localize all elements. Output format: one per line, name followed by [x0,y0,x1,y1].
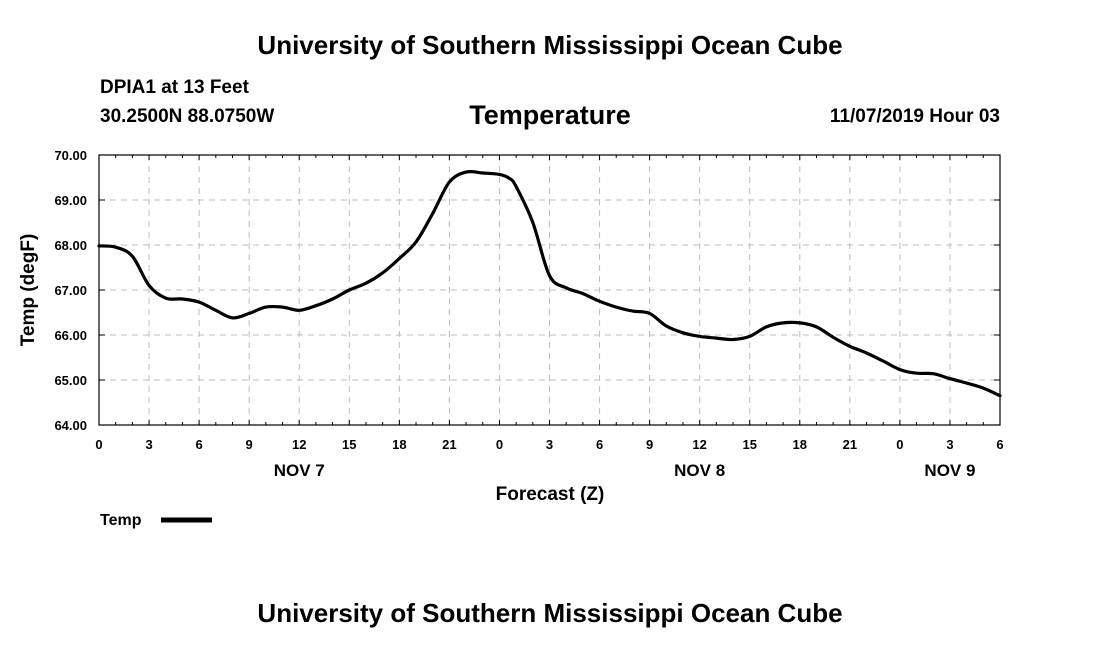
grid-lines [99,155,1000,425]
x-tick-label: 3 [546,437,553,452]
y-axis-title: Temp (degF) [18,234,39,347]
y-tick-label: 70.00 [54,148,87,163]
date-label: NOV 8 [674,461,725,480]
x-tick-label: 12 [292,437,306,452]
x-tick-label: 0 [95,437,102,452]
x-tick-label: 9 [246,437,253,452]
axis-ticks [98,154,1001,426]
x-tick-labels: 0 3 6 9 12 15 18 21 0 3 6 9 12 15 18 21 0 3 6 [95,437,1003,452]
x-tick-label: 3 [145,437,152,452]
y-tick-label: 66.00 [54,328,87,343]
x-tick-label: 6 [596,437,603,452]
y-tick-label: 64.00 [54,418,87,433]
y-tick-label: 65.00 [54,373,87,388]
date-label: NOV 9 [924,461,975,480]
date-label: NOV 7 [274,461,325,480]
x-tick-label: 6 [195,437,202,452]
footer-title: University of Southern Mississippi Ocean… [257,598,843,628]
y-tick-label: 67.00 [54,283,87,298]
x-tick-label: 3 [946,437,953,452]
x-tick-label: 15 [342,437,356,452]
x-tick-label: 21 [843,437,857,452]
x-tick-label: 18 [793,437,807,452]
x-tick-label: 12 [692,437,706,452]
date-labels: NOV 7 NOV 8 NOV 9 [274,461,976,480]
x-tick-label: 21 [442,437,456,452]
x-tick-label: 6 [996,437,1003,452]
x-tick-label: 18 [392,437,406,452]
page-title: University of Southern Mississippi Ocean… [257,30,843,60]
x-tick-label: 0 [896,437,903,452]
legend-label: Temp [100,512,142,529]
station-coordinates: 30.2500N 88.0750W [100,106,275,127]
y-tick-label: 68.00 [54,238,87,253]
x-tick-label: 0 [496,437,503,452]
temp-series-line [97,169,1002,398]
forecast-timestamp: 11/07/2019 Hour 03 [829,106,1000,127]
y-tick-labels: 64.00 65.00 66.00 67.00 68.00 69.00 70.00 [54,148,87,433]
y-tick-label: 69.00 [54,193,87,208]
x-tick-label: 9 [646,437,653,452]
chart-title: Temperature [469,100,631,130]
x-axis-title: Forecast (Z) [496,484,605,505]
x-tick-label: 15 [742,437,756,452]
station-label: DPIA1 at 13 Feet [100,77,249,98]
